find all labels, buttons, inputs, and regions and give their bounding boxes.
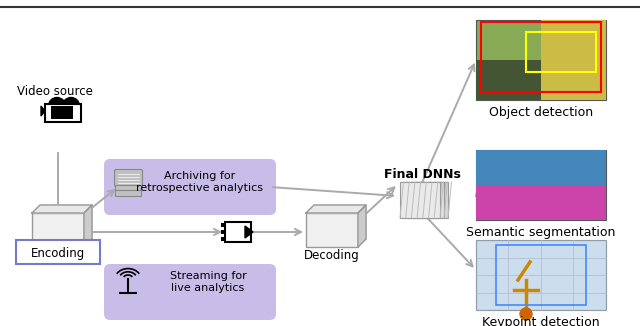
- Bar: [221, 230, 225, 234]
- Bar: [306, 213, 358, 247]
- Bar: [476, 150, 606, 185]
- Circle shape: [520, 308, 532, 320]
- Bar: [476, 60, 541, 100]
- Text: Object detection: Object detection: [489, 106, 593, 119]
- FancyBboxPatch shape: [115, 170, 143, 186]
- Polygon shape: [306, 205, 366, 213]
- Bar: [526, 32, 596, 72]
- Text: Final DNNs: Final DNNs: [383, 168, 460, 181]
- Circle shape: [63, 97, 79, 114]
- Bar: [476, 20, 606, 100]
- Bar: [404, 182, 444, 218]
- Polygon shape: [41, 106, 45, 116]
- Bar: [481, 22, 601, 92]
- Text: Streaming for
live analytics: Streaming for live analytics: [170, 271, 246, 293]
- FancyBboxPatch shape: [16, 240, 100, 264]
- Text: Decoding: Decoding: [304, 249, 360, 262]
- FancyBboxPatch shape: [104, 159, 276, 215]
- Polygon shape: [32, 205, 92, 213]
- Circle shape: [49, 97, 65, 114]
- Bar: [400, 182, 440, 218]
- Polygon shape: [84, 205, 92, 247]
- FancyBboxPatch shape: [104, 264, 276, 320]
- Bar: [476, 185, 606, 220]
- Bar: [221, 237, 225, 241]
- FancyBboxPatch shape: [115, 190, 141, 197]
- Text: Keypoint detection: Keypoint detection: [482, 316, 600, 326]
- Text: Video source: Video source: [17, 85, 93, 98]
- Bar: [51, 106, 73, 119]
- Polygon shape: [358, 205, 366, 247]
- Bar: [496, 245, 586, 305]
- Bar: [476, 240, 606, 310]
- Polygon shape: [245, 226, 253, 238]
- Bar: [541, 20, 606, 100]
- FancyBboxPatch shape: [115, 185, 141, 191]
- Bar: [32, 213, 84, 247]
- Text: Archiving for
retrospective analytics: Archiving for retrospective analytics: [136, 171, 264, 193]
- Bar: [225, 222, 251, 242]
- Text: Encoding: Encoding: [31, 246, 85, 259]
- Bar: [408, 182, 448, 218]
- Bar: [221, 223, 225, 227]
- Text: Semantic segmentation: Semantic segmentation: [467, 226, 616, 239]
- Bar: [45, 104, 81, 122]
- Bar: [476, 150, 606, 220]
